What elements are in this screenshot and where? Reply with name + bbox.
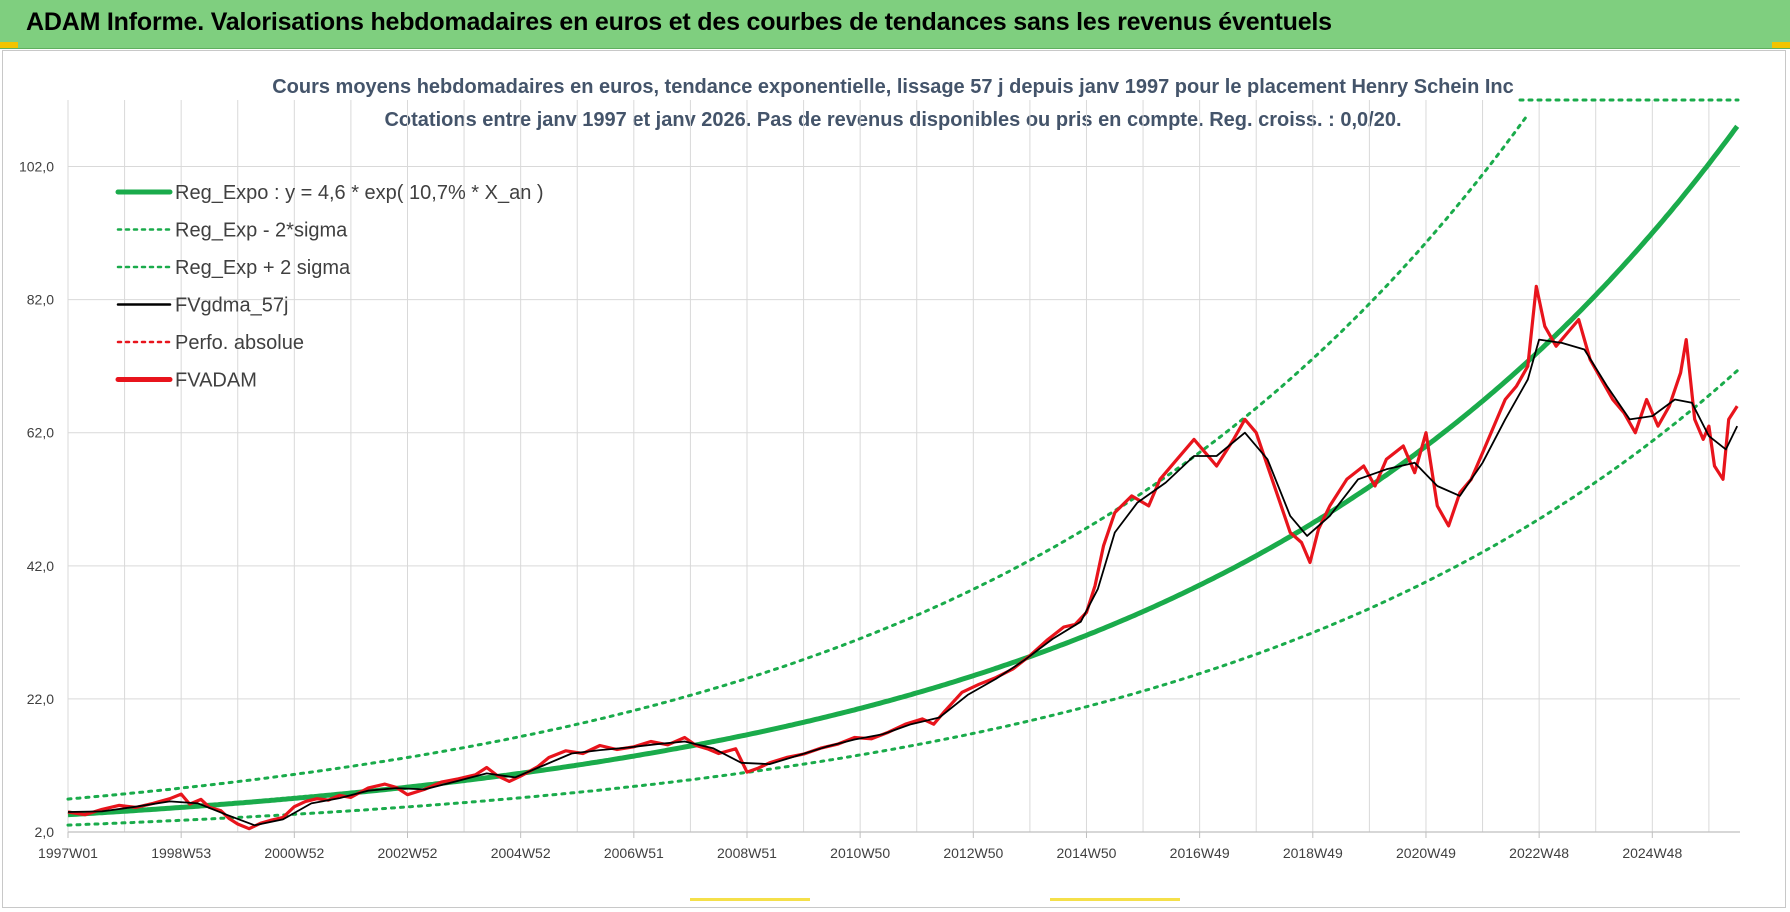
reg-exp-plus-2-sigma-line <box>66 113 1530 801</box>
reg-expo-line <box>67 124 1740 818</box>
x-tick-label: 2018W49 <box>1283 845 1343 861</box>
x-tick-label: 2022W48 <box>1509 845 1569 861</box>
legend-label: Perfo. absolue <box>175 332 304 354</box>
x-tick-label: 2000W52 <box>264 845 324 861</box>
legend-label: FVgdma_57j <box>175 295 288 317</box>
x-tick-label: 2004W52 <box>491 845 551 861</box>
page-title: ADAM Informe. Valorisations hebdomadaire… <box>26 8 1332 36</box>
x-tick-label: 2020W49 <box>1396 845 1456 861</box>
x-tick-label: 2016W49 <box>1170 845 1230 861</box>
y-tick-label: 102,0 <box>19 159 54 175</box>
bottom-marker <box>1050 898 1180 901</box>
x-tick-label: 2008W51 <box>717 845 777 861</box>
y-tick-label: 82,0 <box>27 292 54 308</box>
chart-border <box>2 50 1786 908</box>
header-bar: ADAM Informe. Valorisations hebdomadaire… <box>0 0 1790 49</box>
bottom-marker <box>690 898 810 901</box>
legend-label: FVADAM <box>175 370 257 392</box>
x-tick-label: 2002W52 <box>378 845 438 861</box>
x-tick-label: 2006W51 <box>604 845 664 861</box>
corner-marker-right <box>1772 42 1790 48</box>
reg-exp-minus-2-sigma-line <box>66 369 1739 827</box>
y-tick-label: 62,0 <box>27 425 54 441</box>
x-tick-label: 2014W50 <box>1057 845 1117 861</box>
fvadam-line <box>67 284 1739 831</box>
x-tick-label: 1998W53 <box>151 845 211 861</box>
x-tick-label: 2024W48 <box>1622 845 1682 861</box>
corner-marker-left <box>0 42 18 48</box>
y-tick-label: 22,0 <box>27 691 54 707</box>
x-tick-label: 2010W50 <box>830 845 890 861</box>
y-tick-label: 42,0 <box>27 558 54 574</box>
chart-subtitle: Cotations entre janv 1997 et janv 2026. … <box>384 109 1401 131</box>
fvgdma-57j-line <box>67 338 1739 827</box>
y-tick-label: 2,0 <box>35 824 55 840</box>
legend-label: Reg_Exp + 2 sigma <box>175 257 351 279</box>
x-tick-label: 1997W01 <box>38 845 98 861</box>
chart-title: Cours moyens hebdomadaires en euros, ten… <box>272 76 1514 98</box>
legend-label: Reg_Exp - 2*sigma <box>175 220 348 242</box>
x-tick-label: 2012W50 <box>943 845 1003 861</box>
legend-label: Reg_Expo : y = 4,6 * exp( 10,7% * X_an ) <box>175 182 544 204</box>
